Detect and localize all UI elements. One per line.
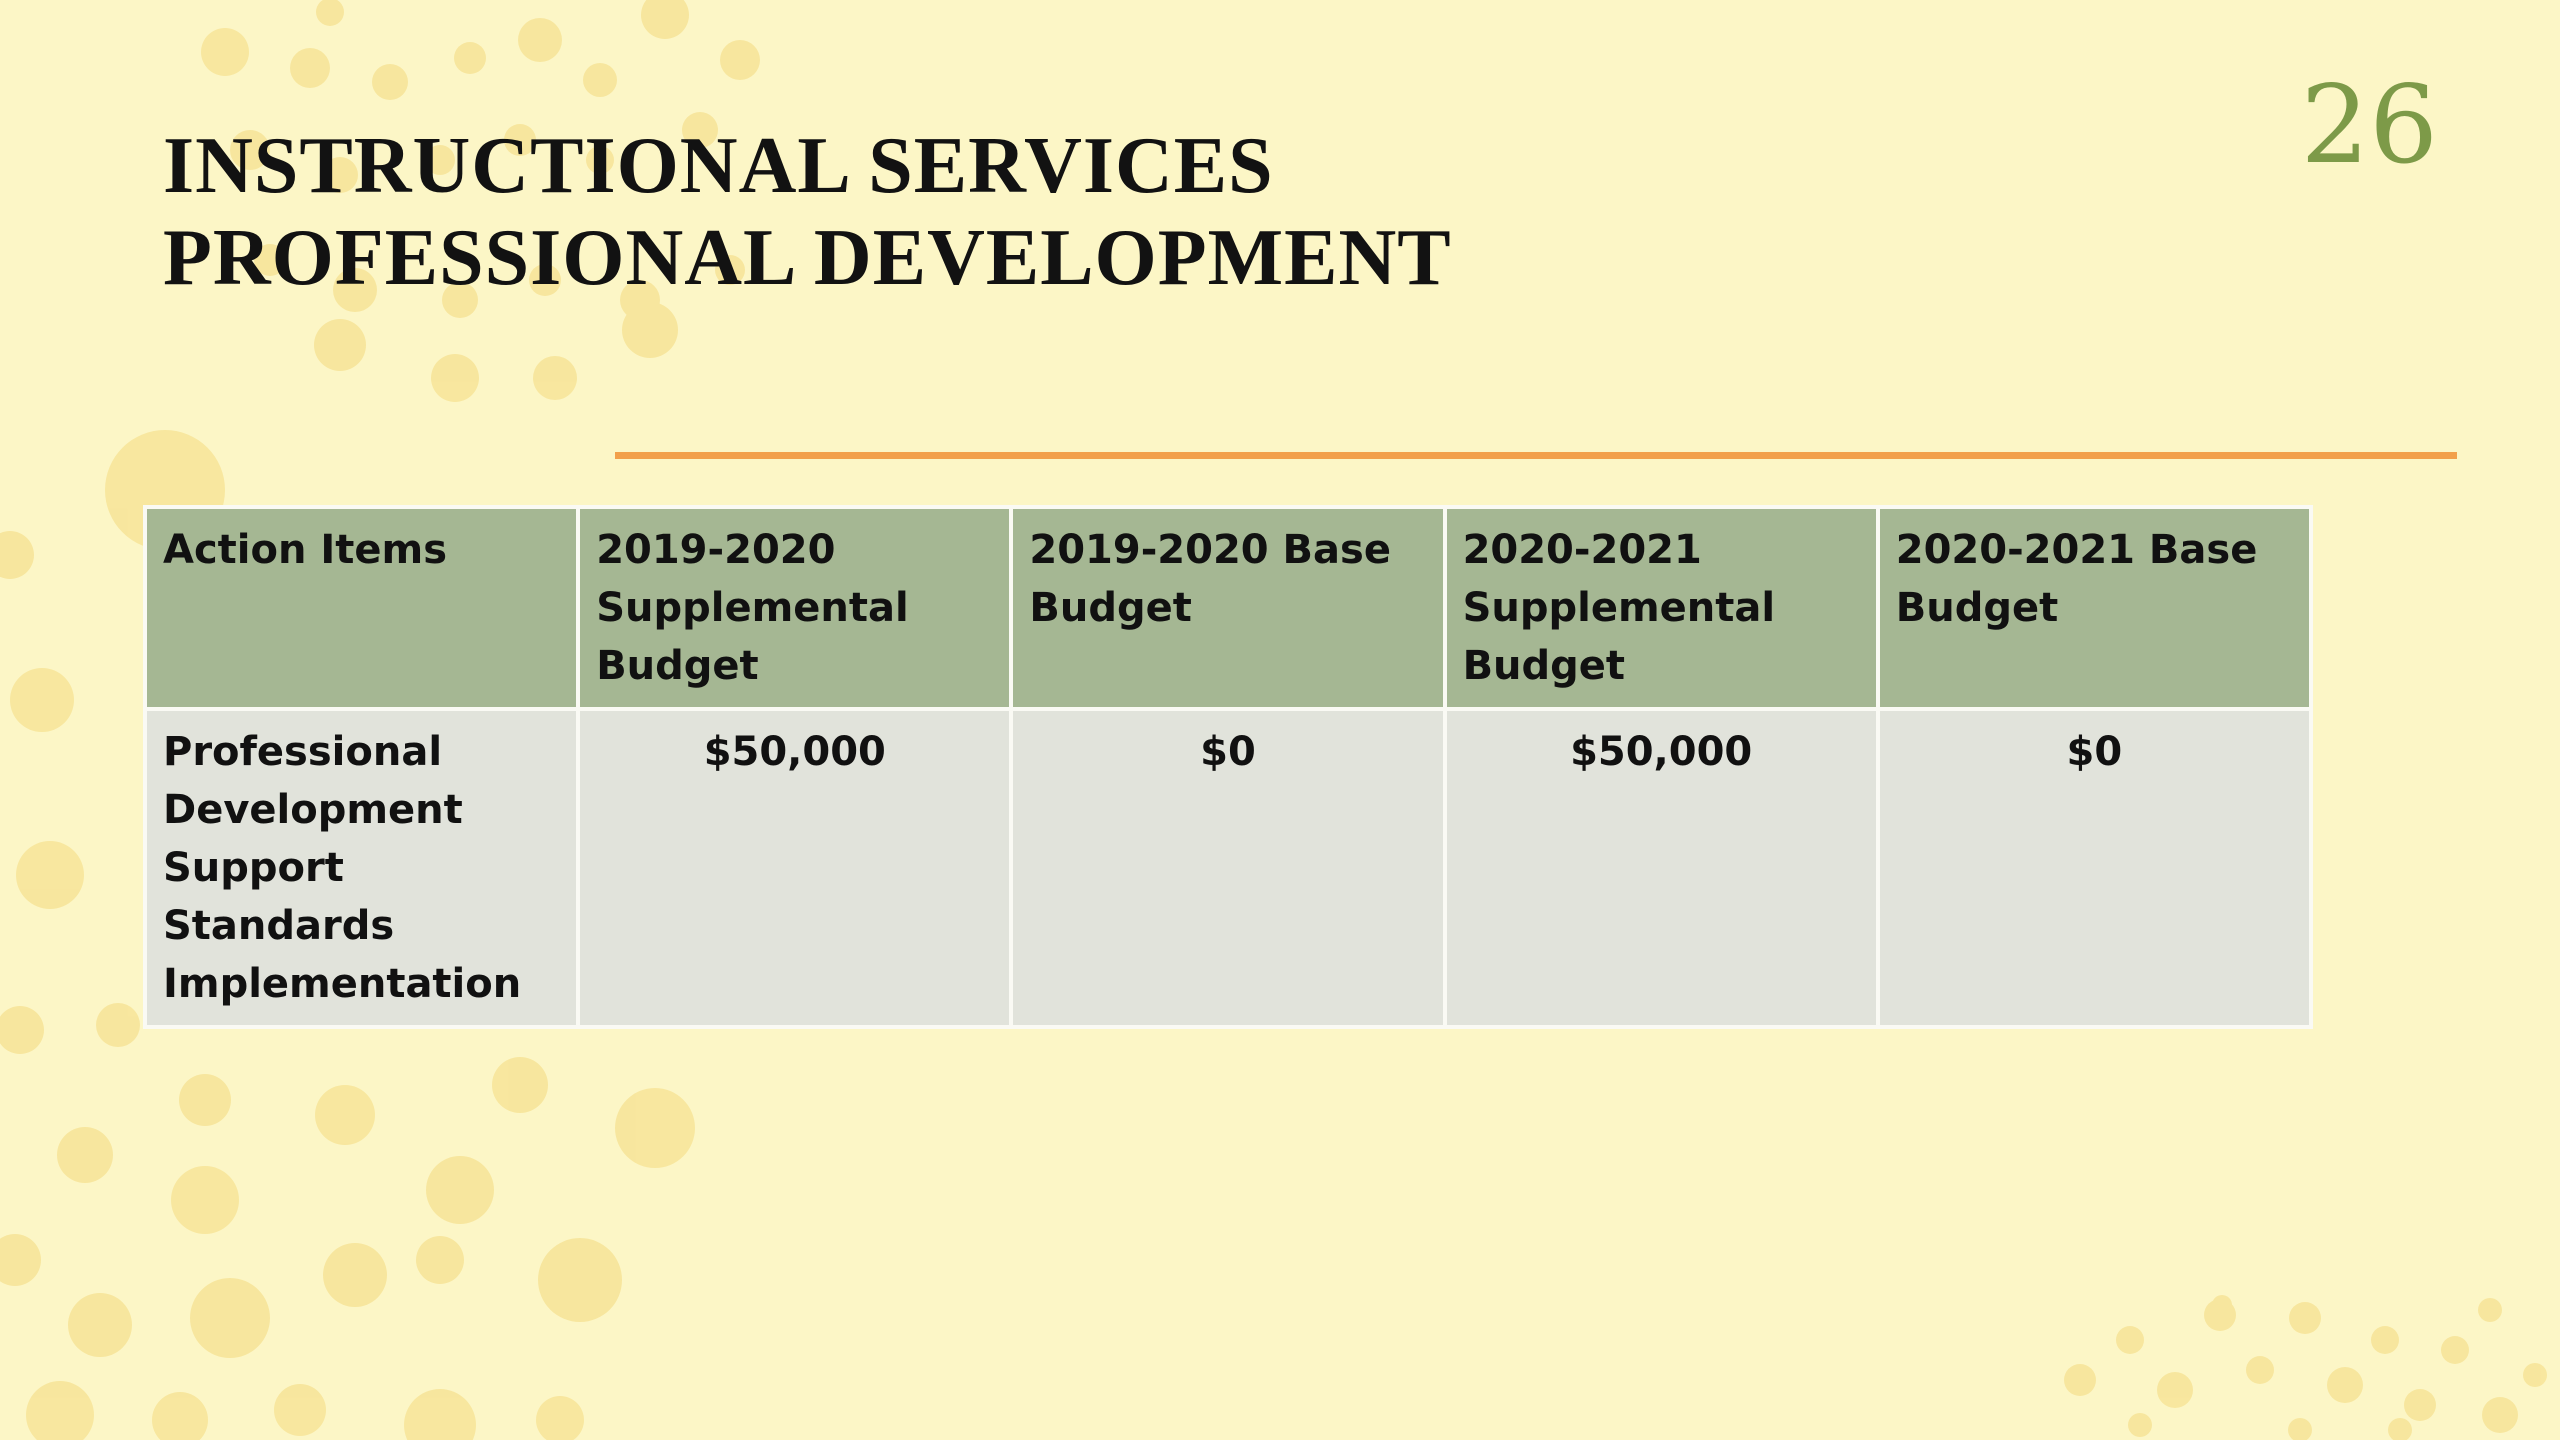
header-2019-2020-base-budget: 2019-2020 Base Budget [1009, 505, 1447, 711]
slide-number: 26 [2300, 63, 2438, 188]
slide-title-line-2: PROFESSIONAL DEVELOPMENT [163, 214, 1452, 302]
header-2020-2021-base-budget: 2020-2021 Base Budget [1875, 505, 2314, 711]
cell-action-item: Professional Development Support Standar… [142, 707, 581, 1029]
table-row: Professional Development Support Standar… [142, 707, 2314, 1029]
cell-2019-2020-supplemental-amount: $50,000 [576, 707, 1014, 1029]
cell-2020-2021-base-amount: $0 [1875, 707, 2314, 1029]
accent-divider [615, 452, 2457, 459]
cell-2020-2021-supplemental-amount: $50,000 [1442, 707, 1880, 1029]
cell-2019-2020-base-amount: $0 [1009, 707, 1447, 1029]
budget-table: Action Items 2019-2020 Supplemental Budg… [142, 505, 2314, 1029]
header-action-items: Action Items [142, 505, 581, 711]
header-2020-2021-supplemental-budget: 2020-2021 Supplemental Budget [1442, 505, 1880, 711]
slide-title: INSTRUCTIONAL SERVICES PROFESSIONAL DEVE… [163, 120, 1452, 304]
table-header-row: Action Items 2019-2020 Supplemental Budg… [142, 505, 2314, 711]
header-2019-2020-supplemental-budget: 2019-2020 Supplemental Budget [576, 505, 1014, 711]
slide-title-line-1: INSTRUCTIONAL SERVICES [163, 122, 1274, 210]
